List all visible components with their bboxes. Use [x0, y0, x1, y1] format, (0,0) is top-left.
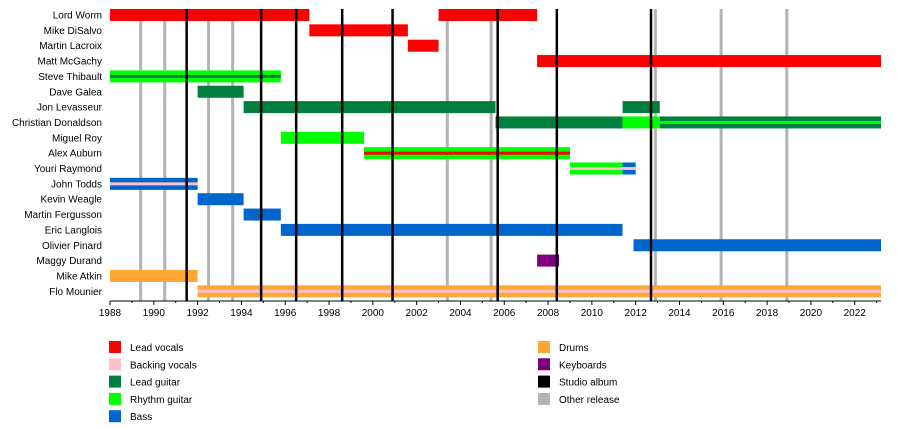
bar-eric-langlois-bass-19 — [280, 223, 623, 236]
tick-label-1998: 1998 — [318, 308, 341, 319]
member-label-maggy-durand: Maggy Durand — [36, 256, 102, 267]
bar-olivier-pinard-bass-20 — [633, 239, 881, 252]
tick-label-2002: 2002 — [406, 308, 429, 319]
member-label-john-todds: John Todds — [51, 179, 102, 190]
bar-mike-disalvo-lead-vocals-2 — [309, 24, 408, 37]
legend-swatch-backing-vocals — [109, 358, 121, 371]
bar-maggy-durand-keyboards-21 — [537, 254, 560, 267]
bar-christian-donaldson-rhythm-guitar-10 — [622, 116, 660, 129]
bar-jon-levasseur-lead-guitar-8 — [622, 101, 660, 114]
legend-swatch-drums — [538, 341, 550, 353]
member-label-miguel-roy: Miguel Roy — [52, 133, 102, 144]
tick-label-2012: 2012 — [625, 308, 648, 319]
legend-label-other-release: Other release — [559, 395, 620, 406]
legend-swatch-rhythm-guitar — [109, 392, 121, 405]
bar-flo-mounier-drums-23-accent — [197, 289, 881, 293]
tick-label-2020: 2020 — [800, 308, 823, 319]
bar-kevin-weagle-bass-17 — [197, 193, 244, 206]
tick-label-2018: 2018 — [756, 308, 779, 319]
legend-label-lead-guitar: Lead guitar — [130, 378, 181, 389]
member-label-matt-mcgachy: Matt McGachy — [38, 57, 102, 68]
legend-label-bass: Bass — [130, 412, 152, 423]
tick-label-1992: 1992 — [186, 308, 209, 319]
tick-label-2008: 2008 — [537, 308, 560, 319]
bar-christian-donaldson-lead-guitar-11-accent — [659, 120, 881, 124]
tick-label-2014: 2014 — [668, 308, 691, 319]
bar-alex-auburn-rhythm-guitar-13-accent — [364, 151, 570, 155]
bar-youri-raymond-rhythm-guitar-14-accent — [569, 167, 623, 170]
tick-label-2016: 2016 — [712, 308, 735, 319]
member-label-martin-fergusson: Martin Fergusson — [24, 210, 102, 221]
tick-label-1990: 1990 — [143, 308, 166, 319]
legend-label-backing-vocals: Backing vocals — [130, 360, 197, 371]
tick-label-1988: 1988 — [99, 308, 122, 319]
member-label-kevin-weagle: Kevin Weagle — [40, 195, 102, 206]
tick-label-2010: 2010 — [581, 308, 604, 319]
member-label-lord-worm: Lord Worm — [53, 11, 102, 22]
member-label-mike-atkin: Mike Atkin — [56, 271, 102, 282]
legend-label-studio-album: Studio album — [559, 378, 617, 389]
tick-label-2022: 2022 — [844, 308, 867, 319]
legend-label-lead-vocals: Lead vocals — [130, 343, 183, 354]
tick-label-2000: 2000 — [362, 308, 385, 319]
tick-label-1994: 1994 — [230, 308, 253, 319]
bar-matt-mcgachy-lead-vocals-4 — [537, 55, 881, 68]
bar-dave-galea-lead-guitar-6 — [197, 85, 244, 98]
legend: Lead vocals Backing vocals Lead guitar Rhyt… — [109, 341, 620, 423]
member-label-youri-raymond: Youri Raymond — [34, 164, 102, 175]
tick-label-1996: 1996 — [274, 308, 297, 319]
bar-christian-donaldson-lead-guitar-9 — [495, 116, 623, 129]
legend-swatch-lead-vocals — [109, 341, 121, 353]
bar-mike-atkin-drums-22 — [110, 269, 198, 282]
member-labels: Lord Worm Mike DiSalvo Martin Lacroix Matt … — [12, 11, 103, 298]
legend-label-drums: Drums — [559, 343, 588, 354]
legend-label-keyboards: Keyboards — [559, 360, 607, 371]
bar-miguel-roy-rhythm-guitar-12 — [280, 131, 365, 144]
studio-album-lines — [185, 9, 653, 301]
tick-label-2004: 2004 — [449, 308, 472, 319]
member-label-eric-langlois: Eric Langlois — [45, 225, 102, 236]
x-axis: 1988 1990 1992 1994 1996 1998 2000 2002 2004 2006… — [99, 300, 881, 319]
legend-label-rhythm-guitar: Rhythm guitar — [130, 395, 193, 406]
bar-steve-thibault-rhythm-guitar-5-accent — [110, 74, 281, 78]
member-label-flo-mounier: Flo Mounier — [49, 287, 102, 298]
member-bars — [110, 9, 881, 298]
legend-swatch-bass — [109, 410, 121, 423]
bar-lord-worm-lead-vocals-0 — [110, 9, 310, 21]
member-label-alex-auburn: Alex Auburn — [48, 149, 102, 160]
legend-swatch-studio-album — [538, 375, 550, 388]
member-label-dave-galea: Dave Galea — [49, 87, 102, 98]
bar-lord-worm-lead-vocals-1 — [438, 9, 538, 21]
bar-youri-raymond-bass-15-accent — [622, 167, 636, 170]
bar-jon-levasseur-lead-guitar-7 — [243, 101, 496, 114]
member-label-christian-donaldson: Christian Donaldson — [12, 118, 102, 129]
member-label-mike-disalvo: Mike DiSalvo — [44, 26, 103, 37]
bar-martin-lacroix-lead-vocals-3 — [407, 39, 439, 52]
tick-label-2006: 2006 — [493, 308, 516, 319]
member-label-jon-levasseur: Jon Levasseur — [37, 103, 103, 114]
legend-swatch-keyboards — [538, 358, 550, 371]
bar-john-todds-bass-16-accent — [110, 182, 198, 186]
member-label-steve-thibault: Steve Thibault — [38, 72, 102, 83]
member-label-martin-lacroix: Martin Lacroix — [39, 41, 102, 52]
legend-swatch-lead-guitar — [109, 375, 121, 388]
legend-swatch-other-release — [538, 392, 550, 405]
member-label-olivier-pinard: Olivier Pinard — [42, 241, 102, 252]
